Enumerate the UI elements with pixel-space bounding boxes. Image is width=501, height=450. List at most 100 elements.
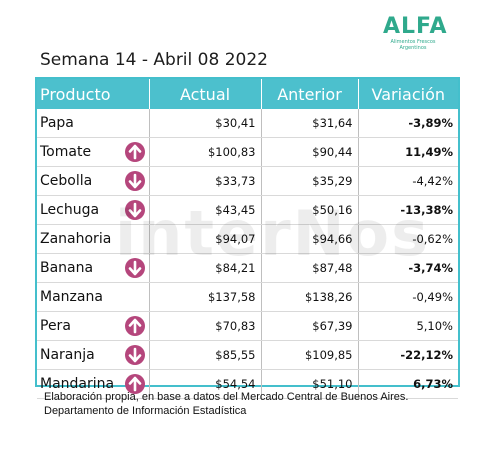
cell-producto-text: Naranja xyxy=(40,347,95,363)
cell-actual-text: $33,73 xyxy=(215,174,256,188)
cell-anterior-text: $35,29 xyxy=(312,174,353,188)
cell-actual: $84,21 xyxy=(149,253,262,283)
cell-anterior: $51,10 xyxy=(261,369,359,399)
cell-producto-text: Lechuga xyxy=(40,202,100,218)
cell-anterior-text: $138,26 xyxy=(304,290,353,304)
cell-anterior-text: $67,39 xyxy=(312,319,353,333)
cell-variacion: -3,89% xyxy=(358,109,458,138)
table-row: Papa $30,41 $31,64 -3,89% xyxy=(37,109,458,138)
cell-producto: Cebolla xyxy=(37,166,150,196)
cell-anterior-text: $94,66 xyxy=(312,232,353,246)
cell-variacion-text: -0,62% xyxy=(412,232,453,246)
cell-producto: Manzana xyxy=(37,282,150,312)
cell-actual-text: $30,41 xyxy=(215,116,256,130)
cell-producto: Banana xyxy=(37,253,150,283)
column-header-producto: Producto xyxy=(37,79,150,109)
cell-variacion: -0,49% xyxy=(358,282,458,312)
cell-producto: Naranja xyxy=(37,340,150,370)
cell-producto: Lechuga xyxy=(37,195,150,225)
table-row: Zanahoria $94,07 $94,66 -0,62% xyxy=(37,224,458,254)
cell-producto-text: Tomate xyxy=(40,144,92,160)
cell-actual: $70,83 xyxy=(149,311,262,341)
table-row: Cebolla $33,73 $35,29 -4,42% xyxy=(37,166,458,196)
cell-anterior-text: $50,16 xyxy=(312,203,353,217)
cell-producto-text: Pera xyxy=(40,318,71,334)
cell-anterior-text: $109,85 xyxy=(304,348,353,362)
logo-mark: ALFA xyxy=(383,14,448,39)
cell-actual-text: $84,21 xyxy=(215,261,256,275)
column-header-actual: Actual xyxy=(149,79,262,109)
cell-variacion-text: -3,74% xyxy=(408,261,453,275)
cell-actual: $43,45 xyxy=(149,195,262,225)
table-header-row: Producto Actual Anterior Variación xyxy=(37,79,458,109)
page-title: Semana 14 - Abril 08 2022 xyxy=(40,50,268,70)
cell-producto: Mandarina xyxy=(37,369,150,399)
cell-anterior: $94,66 xyxy=(261,224,359,254)
column-header-anterior: Anterior xyxy=(261,79,359,109)
cell-producto: Pera xyxy=(37,311,150,341)
cell-variacion: -13,38% xyxy=(358,195,458,225)
cell-producto: Papa xyxy=(37,109,150,138)
column-header-variacion: Variación xyxy=(358,79,458,109)
logo-subtitle: Alimentos Frescos Argentinos xyxy=(390,39,436,51)
table-row: Pera $70,83 $67,39 5,10% xyxy=(37,311,458,341)
source-note: Elaboración propia, en base a datos del … xyxy=(44,390,408,418)
cell-actual: $137,58 xyxy=(149,282,262,312)
cell-actual-text: $70,83 xyxy=(215,319,256,333)
table-row: Manzana $137,58 $138,26 -0,49% xyxy=(37,282,458,312)
cell-variacion-text: -0,49% xyxy=(412,290,453,304)
cell-variacion-text: 6,73% xyxy=(413,377,453,391)
cell-variacion-text: -3,89% xyxy=(408,116,453,130)
arrow-up-icon xyxy=(124,374,145,394)
cell-variacion: 6,73% xyxy=(358,369,458,399)
table-row: Naranja $85,55 $109,85 -22,12% xyxy=(37,340,458,370)
table-row: Mandarina $54,54 $51,10 6,73% xyxy=(37,369,458,399)
cell-producto: Tomate xyxy=(37,137,150,167)
cell-variacion-text: 11,49% xyxy=(405,145,453,159)
cell-variacion-text: -4,42% xyxy=(412,174,453,188)
cell-variacion: 11,49% xyxy=(358,137,458,167)
cell-anterior: $67,39 xyxy=(261,311,359,341)
cell-variacion: 5,10% xyxy=(358,311,458,341)
arrow-up-icon xyxy=(124,142,145,162)
cell-actual: $30,41 xyxy=(149,109,262,138)
cell-anterior: $31,64 xyxy=(261,109,359,138)
cell-actual-text: $85,55 xyxy=(215,348,256,362)
cell-anterior-text: $90,44 xyxy=(312,145,353,159)
cell-actual: $54,54 xyxy=(149,369,262,399)
table-row: Banana $84,21 $87,48 -3,74% xyxy=(37,253,458,283)
cell-actual: $94,07 xyxy=(149,224,262,254)
cell-actual: $33,73 xyxy=(149,166,262,196)
cell-variacion-text: 5,10% xyxy=(416,319,453,333)
cell-producto-text: Banana xyxy=(40,260,94,276)
cell-anterior: $90,44 xyxy=(261,137,359,167)
arrow-down-icon xyxy=(124,258,145,278)
cell-producto-text: Zanahoria xyxy=(40,231,112,247)
cell-producto: Zanahoria xyxy=(37,224,150,254)
arrow-up-icon xyxy=(124,316,145,336)
cell-producto-text: Manzana xyxy=(40,289,103,305)
cell-variacion: -3,74% xyxy=(358,253,458,283)
source-line-1: Elaboración propia, en base a datos del … xyxy=(44,391,409,403)
cell-anterior-text: $87,48 xyxy=(312,261,353,275)
source-line-2: Departamento de Información Estadística xyxy=(44,405,247,417)
cell-anterior: $138,26 xyxy=(261,282,359,312)
cell-actual: $100,83 xyxy=(149,137,262,167)
cell-actual: $85,55 xyxy=(149,340,262,370)
cell-producto-text: Papa xyxy=(40,115,74,131)
cell-actual-text: $94,07 xyxy=(215,232,256,246)
table-row: Lechuga $43,45 $50,16 -13,38% xyxy=(37,195,458,225)
cell-anterior: $87,48 xyxy=(261,253,359,283)
cell-actual-text: $100,83 xyxy=(207,145,256,159)
cell-variacion-text: -22,12% xyxy=(400,348,453,362)
cell-anterior: $109,85 xyxy=(261,340,359,370)
cell-variacion-text: -13,38% xyxy=(400,203,453,217)
cell-variacion: -4,42% xyxy=(358,166,458,196)
cell-producto-text: Cebolla xyxy=(40,173,93,189)
alfa-logo: ALFA Alimentos Frescos Argentinos xyxy=(383,14,448,71)
cell-variacion: -22,12% xyxy=(358,340,458,370)
arrow-down-icon xyxy=(124,200,145,220)
cell-anterior-text: $31,64 xyxy=(312,116,353,130)
cell-anterior: $35,29 xyxy=(261,166,359,196)
cell-anterior-text: $51,10 xyxy=(312,377,353,391)
